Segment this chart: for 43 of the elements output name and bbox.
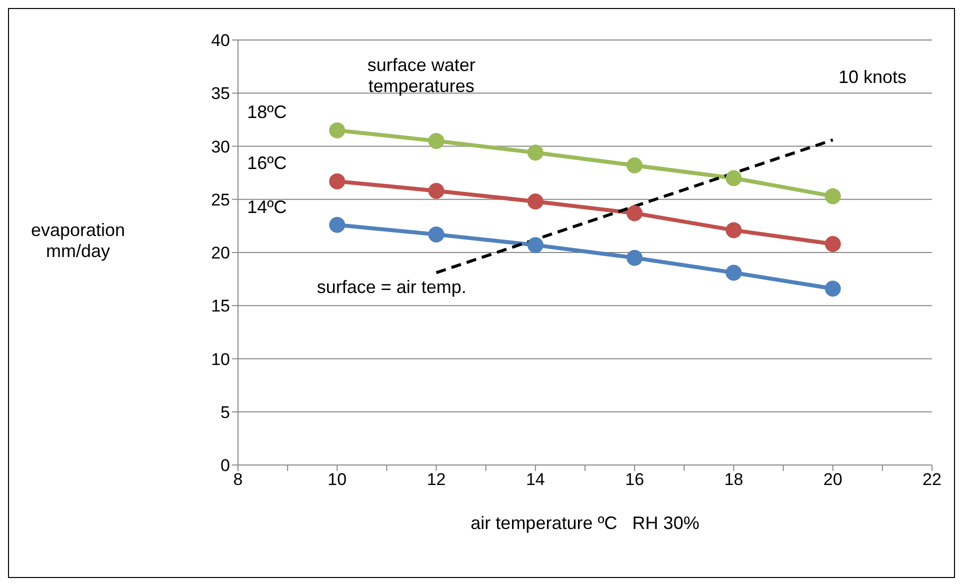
text: 18ºC (247, 102, 287, 124)
point (527, 144, 544, 161)
text: 14ºC (247, 196, 287, 218)
x-tick-label: 10 (328, 470, 347, 490)
annotation: 10 knots (837, 66, 908, 88)
y-tick-label: 40 (211, 31, 230, 50)
point (329, 122, 346, 138)
text: 16ºC (247, 153, 287, 174)
point (527, 194, 544, 210)
point (329, 216, 346, 233)
x-axis-title: air temperature ºC RH 30% (470, 513, 700, 534)
y-tick-label: 25 (211, 190, 230, 210)
point (626, 157, 643, 174)
x-tick-label: 12 (426, 470, 446, 490)
point (428, 132, 444, 149)
x-tick-label: 14 (526, 470, 545, 490)
point (626, 205, 643, 222)
x-tick-label: 22 (922, 470, 942, 490)
point (824, 236, 841, 252)
y-tick-label: 20 (211, 244, 230, 263)
point (428, 182, 444, 199)
point (527, 237, 544, 254)
point (726, 264, 742, 281)
y-tick-label: 10 (211, 350, 230, 369)
annotation: surface water temperatures (366, 54, 476, 97)
point (726, 170, 742, 186)
y-tick-label: 30 (211, 137, 230, 156)
point (824, 280, 841, 297)
annotation: surface = air temp. (316, 276, 467, 298)
x-tick-label: 20 (823, 470, 842, 490)
y-tick-label: 35 (211, 84, 230, 104)
x-tick-label: 16 (625, 470, 644, 490)
x-tick-label: 18 (724, 470, 744, 490)
point (329, 173, 346, 190)
y-axis-title: evaporation mm/day (30, 220, 126, 262)
point (824, 188, 841, 204)
y-tick-label: 0 (220, 456, 230, 476)
point (428, 226, 444, 242)
y-tick-label: 5 (220, 402, 230, 422)
x-tick-label: 8 (233, 470, 243, 490)
point (726, 222, 742, 238)
y-tick-label: 15 (211, 296, 230, 316)
point (626, 250, 643, 266)
